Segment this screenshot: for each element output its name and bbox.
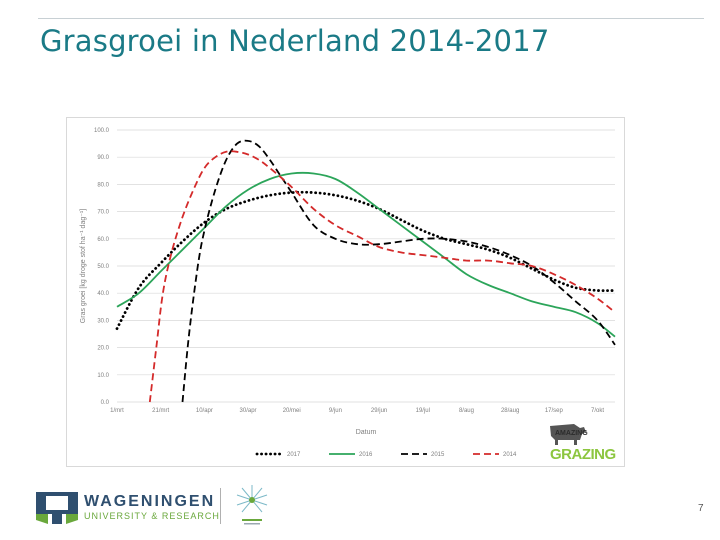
legend-label-2016: 2016 xyxy=(359,452,373,458)
x-tick-label: 28/aug xyxy=(501,408,519,414)
y-axis-title: Gras groei [kg droge stof ha⁻¹ dag⁻¹] xyxy=(80,209,87,323)
legend-label-2014: 2014 xyxy=(503,452,517,458)
x-tick-label: 17/sep xyxy=(545,408,564,414)
wur-name: WAGENINGEN xyxy=(84,493,216,510)
top-rule xyxy=(38,18,704,19)
legend: 2017 2016 2015 2014 xyxy=(255,452,517,458)
x-tick-label: 1/mrt xyxy=(110,408,124,414)
y-tick-label: 40.0 xyxy=(97,291,109,297)
series-line-2016 xyxy=(116,171,616,338)
page-number: 7 xyxy=(698,503,704,514)
series-line-2015 xyxy=(181,139,616,403)
y-tick-label: 30.0 xyxy=(97,318,109,324)
x-tick-label: 29/jun xyxy=(371,408,387,414)
y-tick-label: 70.0 xyxy=(97,210,109,216)
wur-subtitle: UNIVERSITY & RESEARCH xyxy=(84,511,220,521)
y-tick-label: 60.0 xyxy=(97,237,109,243)
centennial-logo-icon xyxy=(236,485,268,525)
growth-chart: 0.0 10.0 20.0 30.0 40.0 50.0 60.0 70.0 80.0 90.0 1… xyxy=(80,128,617,458)
x-tick-label: 20/mei xyxy=(283,408,301,414)
x-tick-label: 8/aug xyxy=(459,408,474,414)
grid-layer xyxy=(117,129,615,403)
slide-title: Grasgroei in Nederland 2014-2017 xyxy=(40,24,550,58)
cow-icon xyxy=(550,424,586,445)
x-tick-label: 30/apr xyxy=(240,408,257,414)
y-tick-labels: 0.0 10.0 20.0 30.0 40.0 50.0 60.0 70.0 80.0 90.0 1… xyxy=(94,128,110,406)
y-tick-label: 10.0 xyxy=(97,373,109,379)
legend-label-2015: 2015 xyxy=(431,452,445,458)
amazing-logo-text: AMAZING xyxy=(555,430,588,437)
y-tick-label: 20.0 xyxy=(97,346,109,352)
x-tick-label: 10/apr xyxy=(196,408,213,414)
y-tick-label: 50.0 xyxy=(97,264,109,270)
logo-divider xyxy=(220,488,221,524)
legend-label-2017: 2017 xyxy=(287,452,301,458)
series-line-2017 xyxy=(115,190,617,330)
y-tick-label: 100.0 xyxy=(94,128,110,134)
y-tick-label: 80.0 xyxy=(97,182,109,188)
y-tick-label: 0.0 xyxy=(101,400,110,406)
x-tick-label: 7/okt xyxy=(591,408,604,414)
x-tick-labels: 1/mrt 21/mrt 10/apr 30/apr 20/mei 9/jun 29/jun… xyxy=(110,408,604,414)
chart-panel: 0.0 10.0 20.0 30.0 40.0 50.0 60.0 70.0 80.0 90.0 1… xyxy=(66,117,625,467)
grazing-logo-text: GRAZING xyxy=(550,446,616,463)
x-tick-label: 19/jul xyxy=(416,408,430,414)
wur-logo-icon xyxy=(36,492,78,524)
x-tick-label: 21/mrt xyxy=(152,408,169,414)
x-axis-title: Datum xyxy=(356,429,377,436)
x-tick-label: 9/jun xyxy=(329,408,342,414)
y-tick-label: 90.0 xyxy=(97,155,109,161)
series-lines xyxy=(115,139,617,403)
series-line-2014 xyxy=(148,150,616,403)
